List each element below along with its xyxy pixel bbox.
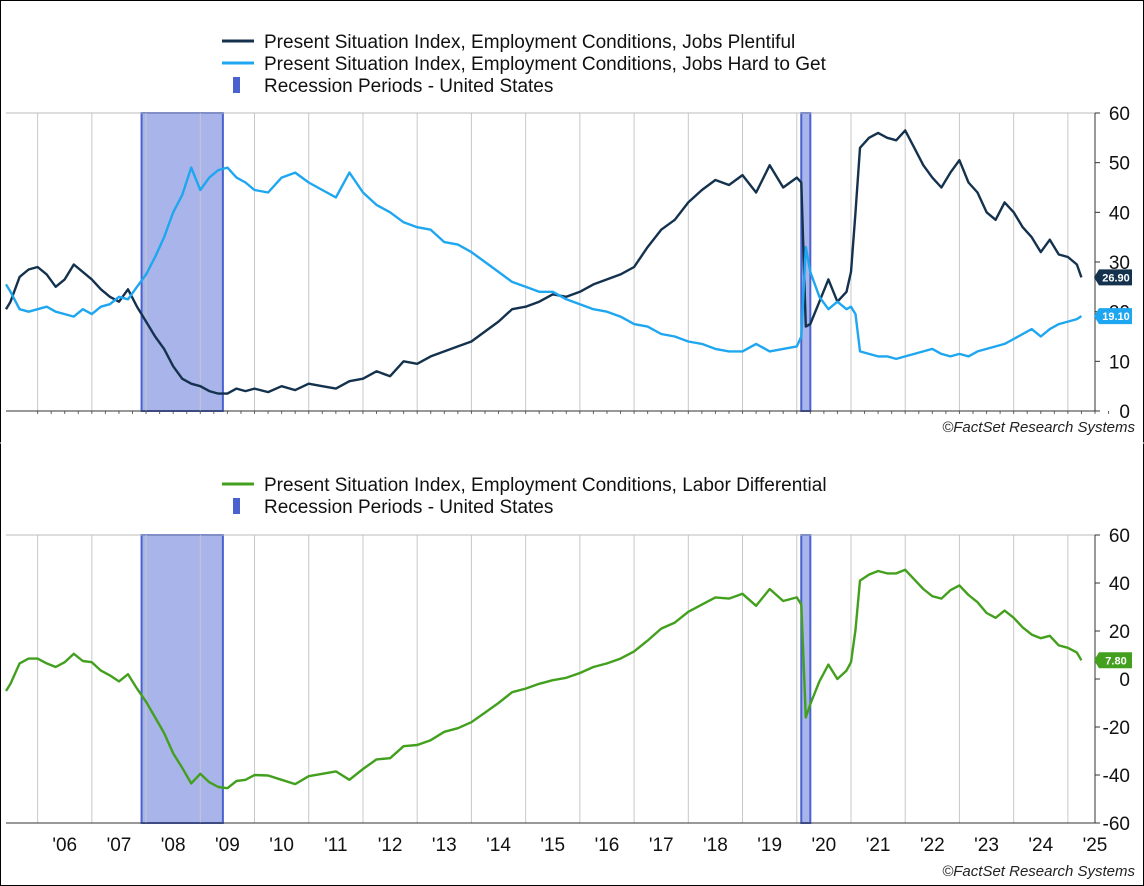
legend-label: Present Situation Index, Employment Cond…: [264, 32, 795, 53]
recession-band: [140, 534, 224, 824]
series-line: [4, 568, 1083, 790]
recession-band: [140, 112, 224, 412]
x-tick-label: '06: [52, 835, 77, 856]
x-tick-label: '17: [649, 835, 674, 856]
legend-label: Recession Periods - United States: [264, 76, 553, 97]
x-tick-label: '12: [378, 835, 403, 856]
last-value-badge: [1094, 652, 1132, 669]
y-tick-label: -20: [1103, 718, 1130, 739]
x-tick-label: '14: [486, 835, 511, 856]
x-tick-label: '07: [107, 835, 132, 856]
x-tick-label: '10: [269, 835, 294, 856]
legend-swatch: [233, 498, 240, 514]
series-line: [4, 129, 1083, 395]
legend-label: Present Situation Index, Employment Cond…: [264, 475, 827, 496]
panel-1: Present Situation Index, Employment Cond…: [4, 32, 1135, 436]
x-tick-label: '08: [161, 835, 186, 856]
legend-label: Present Situation Index, Employment Cond…: [264, 54, 827, 75]
x-tick-label: '13: [432, 835, 457, 856]
panel-2: Present Situation Index, Employment Cond…: [4, 475, 1135, 880]
x-tick-label: '25: [1083, 835, 1108, 856]
y-tick-label: 30: [1109, 253, 1130, 274]
y-tick-label: -40: [1103, 766, 1130, 787]
last-value-label: 26.90: [1102, 272, 1130, 284]
y-tick-label: 50: [1109, 154, 1130, 175]
y-tick-label: 60: [1109, 104, 1130, 125]
y-tick-label: 60: [1109, 526, 1130, 547]
x-tick-label: '11: [324, 835, 347, 856]
x-tick-label: '21: [866, 835, 891, 856]
y-tick-label: 40: [1109, 203, 1130, 224]
source-credit: ©FactSet Research Systems: [942, 863, 1135, 880]
last-value-label: 7.80: [1105, 655, 1126, 667]
y-tick-label: 20: [1109, 622, 1130, 643]
x-tick-label: '19: [757, 835, 782, 856]
x-tick-label: '24: [1028, 835, 1053, 856]
x-tick-label: '09: [215, 835, 240, 856]
x-tick-label: '15: [540, 835, 565, 856]
source-credit: ©FactSet Research Systems: [942, 419, 1135, 436]
x-tick-label: '23: [974, 835, 999, 856]
series-line: [4, 166, 1083, 361]
y-tick-label: 40: [1109, 574, 1130, 595]
y-tick-label: 0: [1119, 670, 1130, 691]
y-tick-label: 10: [1109, 352, 1130, 373]
x-tick-label: '16: [595, 835, 620, 856]
legend-label: Recession Periods - United States: [264, 497, 553, 518]
last-value-label: 19.10: [1102, 311, 1130, 323]
last-value-badge: [1094, 269, 1132, 286]
y-tick-label: -60: [1103, 814, 1130, 835]
legend-swatch: [233, 77, 240, 93]
y-tick-label: 0: [1119, 402, 1130, 423]
x-tick-label: '18: [703, 835, 728, 856]
recession-band: [800, 534, 812, 824]
x-tick-label: '22: [920, 835, 945, 856]
x-tick-label: '20: [811, 835, 836, 856]
last-value-badge: [1094, 308, 1132, 325]
